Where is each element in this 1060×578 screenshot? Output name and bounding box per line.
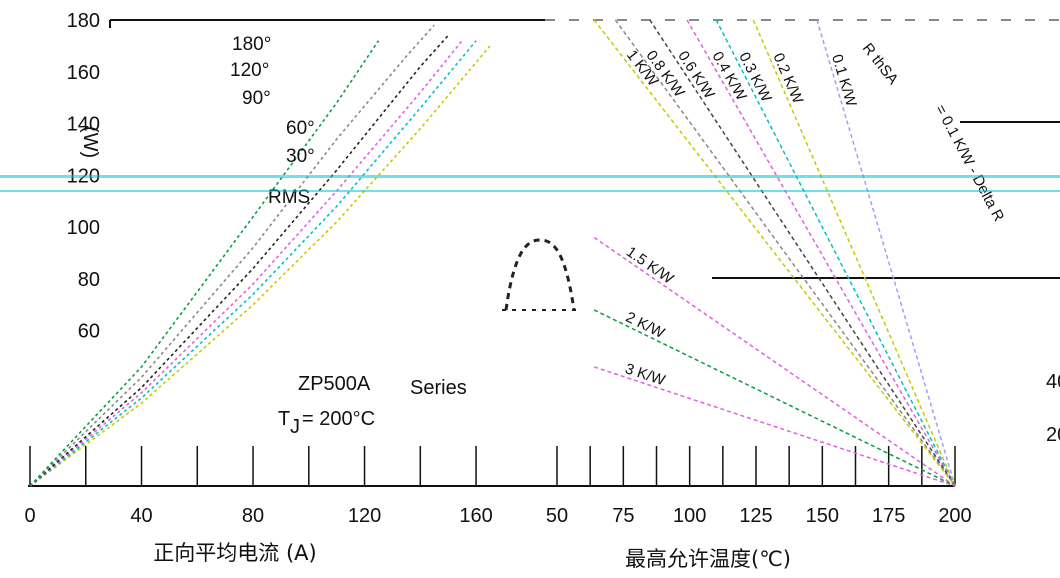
left-x-tick-label: 120 bbox=[348, 505, 381, 527]
conduction-angle-label: 30° bbox=[286, 146, 315, 167]
left-y-tick-label: 180 bbox=[67, 10, 100, 32]
rth-line bbox=[593, 236, 956, 487]
left-curve-labels: 180° 120° 90° 60° 30° RMS bbox=[230, 34, 315, 208]
rth-line bbox=[686, 19, 956, 487]
right-x-tick-label: 125 bbox=[739, 505, 772, 527]
rth-line bbox=[649, 19, 956, 487]
rth-line bbox=[715, 19, 956, 487]
left-y-tick-label: 140 bbox=[67, 114, 100, 136]
right-x-axis-title: 最高允许温度(℃) bbox=[625, 547, 791, 571]
left-y-tick-label: 60 bbox=[78, 321, 100, 343]
rth-line bbox=[593, 19, 956, 487]
left-curve bbox=[29, 40, 463, 487]
noise-band-2 bbox=[0, 190, 1060, 192]
right-y-tick-20: 20 bbox=[1046, 424, 1060, 446]
junction-temp-t: T bbox=[278, 408, 290, 430]
conduction-angle-label: 90° bbox=[242, 88, 271, 109]
left-x-ticks: 0 40 80 120 160 bbox=[24, 446, 493, 527]
right-y-tick-40: 40 bbox=[1046, 371, 1060, 393]
rth-line bbox=[816, 19, 956, 487]
left-panel: 0 40 80 120 160 60 80 100 120 140 160 180 180° 120°… bbox=[24, 10, 578, 565]
left-y-tick-label: 80 bbox=[78, 269, 100, 291]
left-curves bbox=[29, 24, 491, 487]
right-x-tick-label: 200 bbox=[938, 505, 971, 527]
left-y-axis-unit: (W) bbox=[79, 126, 101, 158]
rth-line bbox=[593, 366, 956, 487]
left-x-tick-label: 160 bbox=[459, 505, 492, 527]
left-curve bbox=[29, 45, 491, 487]
conduction-angle-label: RMS bbox=[268, 187, 310, 208]
left-y-tick-label: 160 bbox=[67, 62, 100, 84]
rth-line bbox=[614, 19, 956, 487]
right-x-tick-label: 50 bbox=[546, 505, 568, 527]
right-x-tick-label: 100 bbox=[673, 505, 706, 527]
left-x-axis-title: 正向平均电流 (A) bbox=[153, 541, 316, 565]
left-curve bbox=[29, 40, 380, 487]
left-x-tick-label: 40 bbox=[130, 505, 152, 527]
series-name: ZP500A bbox=[298, 373, 371, 395]
half-sine-waveform-icon bbox=[504, 238, 576, 311]
conduction-angle-label: 120° bbox=[230, 60, 269, 81]
left-x-tick-label: 80 bbox=[242, 505, 264, 527]
left-y-tick-label: 100 bbox=[67, 217, 100, 239]
series-suffix: Series bbox=[410, 377, 467, 399]
left-curve bbox=[29, 40, 477, 487]
junction-temp-value: = 200°C bbox=[302, 408, 375, 430]
rth-line bbox=[593, 309, 956, 487]
left-x-tick-label: 0 bbox=[24, 505, 35, 527]
right-rth-lines bbox=[593, 19, 956, 487]
rth-line bbox=[752, 19, 956, 487]
right-x-tick-label: 75 bbox=[612, 505, 634, 527]
scan-noise-band bbox=[0, 175, 1060, 192]
conduction-angle-label: 60° bbox=[286, 118, 315, 139]
right-x-ticks: 50 75 100 125 150 175 200 bbox=[546, 446, 972, 527]
noise-band-1 bbox=[0, 175, 1060, 178]
right-x-tick-label: 175 bbox=[872, 505, 905, 527]
right-x-tick-label: 150 bbox=[806, 505, 839, 527]
conduction-angle-label: 180° bbox=[232, 34, 271, 55]
junction-temp-subscript: J bbox=[290, 416, 300, 438]
